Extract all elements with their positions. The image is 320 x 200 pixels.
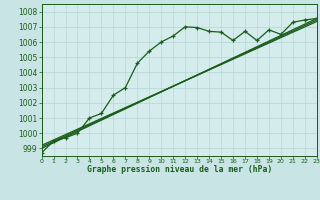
X-axis label: Graphe pression niveau de la mer (hPa): Graphe pression niveau de la mer (hPa) (87, 165, 272, 174)
